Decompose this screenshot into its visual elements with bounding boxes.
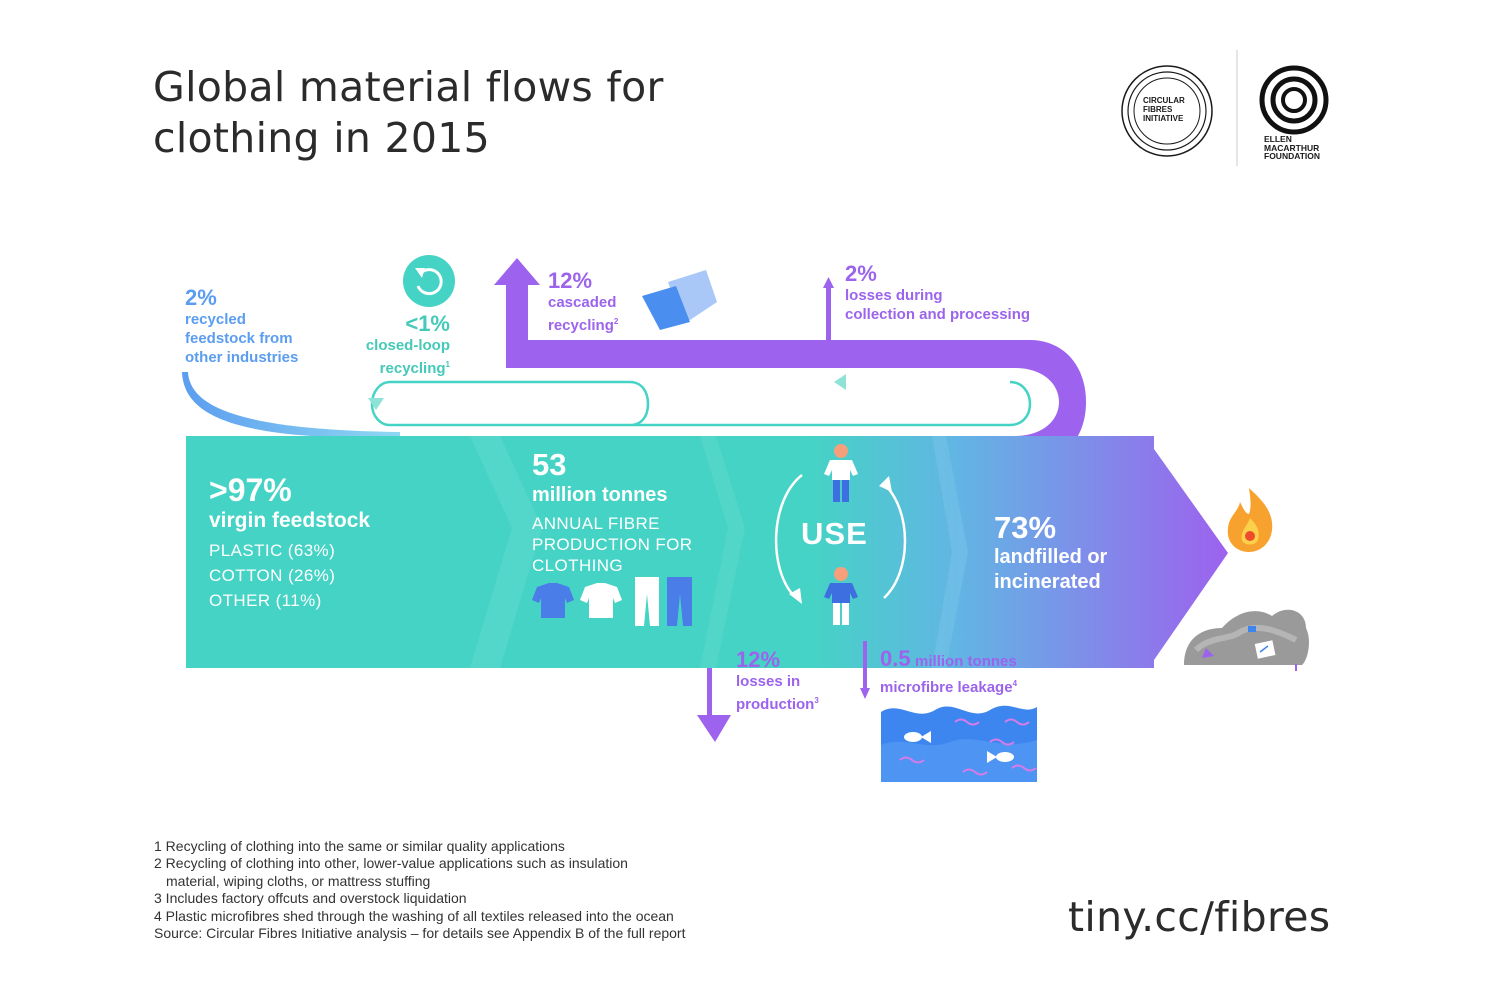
landfill-icon	[1184, 609, 1309, 671]
virgin-feedstock-label: >97% virgin feedstock PLASTIC (63%) COTT…	[209, 472, 371, 610]
production-losses-label: 12% losses in production3	[736, 647, 819, 714]
recycled-feedstock-flow	[182, 372, 400, 439]
paper-icon	[642, 270, 717, 330]
tshirt-icon	[532, 583, 574, 618]
recycle-icon	[403, 255, 455, 307]
closed-loop-label: <1% closed-loop recycling1	[365, 311, 450, 378]
cascaded-loop-band	[494, 258, 1086, 465]
ellen-macarthur-logo	[1259, 65, 1329, 135]
cascaded-recycling-label: 12% cascaded recycling2	[548, 268, 619, 335]
collection-losses-label: 2% losses during collection and processi…	[845, 261, 1031, 324]
flow-chevron	[470, 436, 542, 668]
page-title: Global material flows for clothing in 20…	[153, 63, 664, 162]
flame-icon	[1227, 488, 1273, 552]
microfibre-arrow	[863, 641, 867, 691]
production-label: 53 million tonnes ANNUAL FIBRE PRODUCTIO…	[532, 447, 693, 576]
trousers-icon	[667, 577, 692, 626]
microfibre-arrowhead	[860, 688, 870, 699]
ocean-icon	[881, 705, 1037, 782]
person-icon	[824, 444, 858, 502]
use-cycle	[774, 474, 907, 604]
microfibre-label: 0.5 million tonnes microfibre leakage4	[880, 646, 1018, 697]
landfill-label: 73% landfilled or incinerated	[994, 510, 1108, 593]
collection-loss-arrow	[826, 285, 831, 342]
collection-loss-arrowhead	[823, 277, 834, 288]
trousers-icon	[635, 577, 659, 626]
footnotes: 1 Recycling of clothing into the same or…	[154, 838, 686, 942]
closed-loop-arrowhead-left	[368, 398, 384, 410]
emf-logo-text: ELLEN MACARTHUR FOUNDATION	[1264, 134, 1321, 161]
source-url: tiny.cc/fibres	[1068, 893, 1331, 941]
fish-icon	[904, 731, 931, 743]
fish-icon	[987, 751, 1014, 763]
tshirt-icon	[580, 583, 622, 618]
cascaded-recycling-flow	[494, 258, 1086, 465]
flow-chevron	[932, 436, 968, 668]
flow-chevron	[700, 436, 745, 668]
recycled-feedstock-label: 2% recycled feedstock from other industr…	[185, 285, 299, 367]
closed-loop-flow	[368, 374, 1032, 427]
person-icon	[824, 567, 858, 625]
closed-loop-arrowhead-right	[834, 374, 846, 390]
main-flow-arrow	[186, 436, 1228, 668]
closed-loop-outline	[370, 380, 1032, 427]
circular-fibres-logo	[1121, 65, 1213, 157]
cfi-logo-text: CIRCULAR FIBRES INITIATIVE	[1143, 96, 1185, 123]
use-label: USE	[801, 516, 868, 551]
